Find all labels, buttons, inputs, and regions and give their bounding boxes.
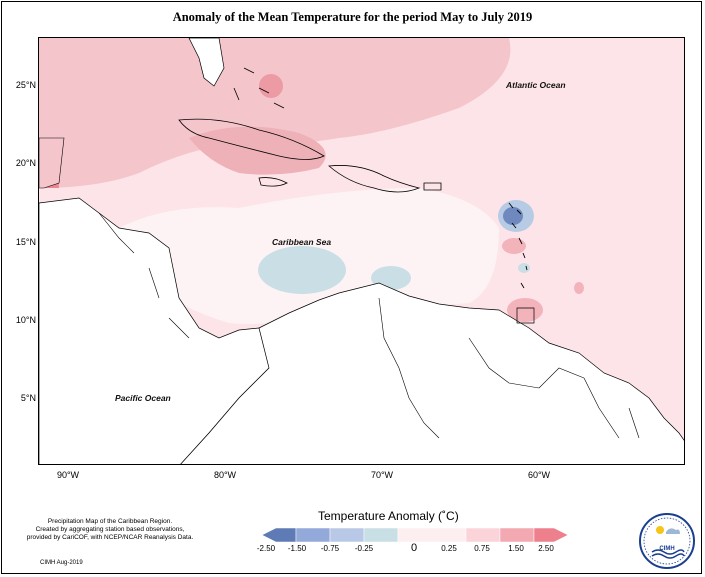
source-note-line-3: provided by CariCOF, with NCEP/NCAR Rean…: [26, 534, 194, 541]
source-note-line-1: Precipitation Map of the Caribbean Regio…: [47, 518, 173, 525]
map-title: Anomaly of the Mean Temperature for the …: [172, 10, 533, 24]
legend-colorbar: [262, 528, 568, 542]
warm-zone-guadeloupe: [502, 238, 526, 254]
map-canvas: [39, 38, 684, 464]
legend-segment-4: [363, 528, 399, 542]
anomaly-map: [38, 37, 685, 465]
lat-label-15n: 15°N: [15, 237, 36, 247]
legend-segment-3: [329, 528, 365, 542]
legend-segment-7: [499, 528, 535, 542]
land-florida: [188, 38, 225, 87]
legend-segment-2: [295, 528, 331, 542]
outline-puerto-rico: [423, 182, 442, 191]
central-america-borders: [98, 212, 190, 339]
cool-zone-windward: [518, 263, 530, 273]
source-date: CIMH Aug-2019: [40, 560, 83, 566]
lat-label-25n: 25°N: [15, 80, 36, 90]
lon-label-60w: 60°W: [527, 470, 551, 480]
source-note-line-2: Created by aggregating station based obs…: [35, 526, 185, 533]
cool-core-leeward: [503, 207, 523, 225]
legend-tick-5: 0: [410, 542, 418, 554]
legend-tick-2: -1.50: [287, 544, 307, 553]
cool-zone-central: [258, 246, 346, 294]
land-south-america: [180, 282, 684, 464]
anomaly-zone-north: [39, 38, 511, 188]
lon-label-70w: 70°W: [370, 470, 394, 480]
label-atlantic-ocean: Atlantic Ocean: [506, 80, 566, 90]
country-borders: [378, 297, 640, 439]
legend-tick-4: -0.25: [354, 544, 374, 553]
legend-tick-6: 0.25: [441, 544, 457, 553]
outline-cuba: [178, 118, 325, 160]
cimh-logo-text: CIMH: [659, 546, 675, 552]
legend-tick-3: -0.75: [320, 544, 340, 553]
outline-lesser-antilles: [508, 202, 528, 289]
lon-label-80w: 80°W: [213, 470, 237, 480]
lat-label-10n: 10°N: [15, 315, 36, 325]
label-pacific-ocean: Pacific Ocean: [115, 393, 171, 403]
cimh-logo: [639, 513, 695, 569]
legend-tick-9: 2.50: [538, 544, 554, 553]
land-yucatan: [39, 137, 65, 189]
anomaly-zone-bahamas: [259, 74, 283, 98]
outline-hispaniola: [328, 165, 421, 193]
label-caribbean-sea: Caribbean Sea: [272, 237, 332, 247]
lat-label-5n: 5°N: [20, 393, 36, 403]
legend-title: Temperature Anomaly (˚C): [318, 509, 459, 523]
legend-tick-7: 0.75: [474, 544, 490, 553]
lon-label-90w: 90°W: [56, 470, 80, 480]
outline-jamaica: [258, 177, 288, 187]
outline-bahamas: [233, 67, 285, 109]
legend-segment-5: [397, 528, 467, 542]
outline-trinidad: [516, 307, 535, 324]
legend-tick-8: 1.50: [508, 544, 524, 553]
legend-segment-1: [262, 528, 297, 542]
legend-tick-1: -2.50: [256, 544, 276, 553]
source-note: Precipitation Map of the Caribbean Regio…: [20, 518, 200, 542]
warm-zone-barbados: [574, 282, 584, 294]
legend-segment-8: [533, 528, 568, 542]
lat-label-20n: 20°N: [15, 158, 36, 168]
legend-segment-6: [465, 528, 501, 542]
